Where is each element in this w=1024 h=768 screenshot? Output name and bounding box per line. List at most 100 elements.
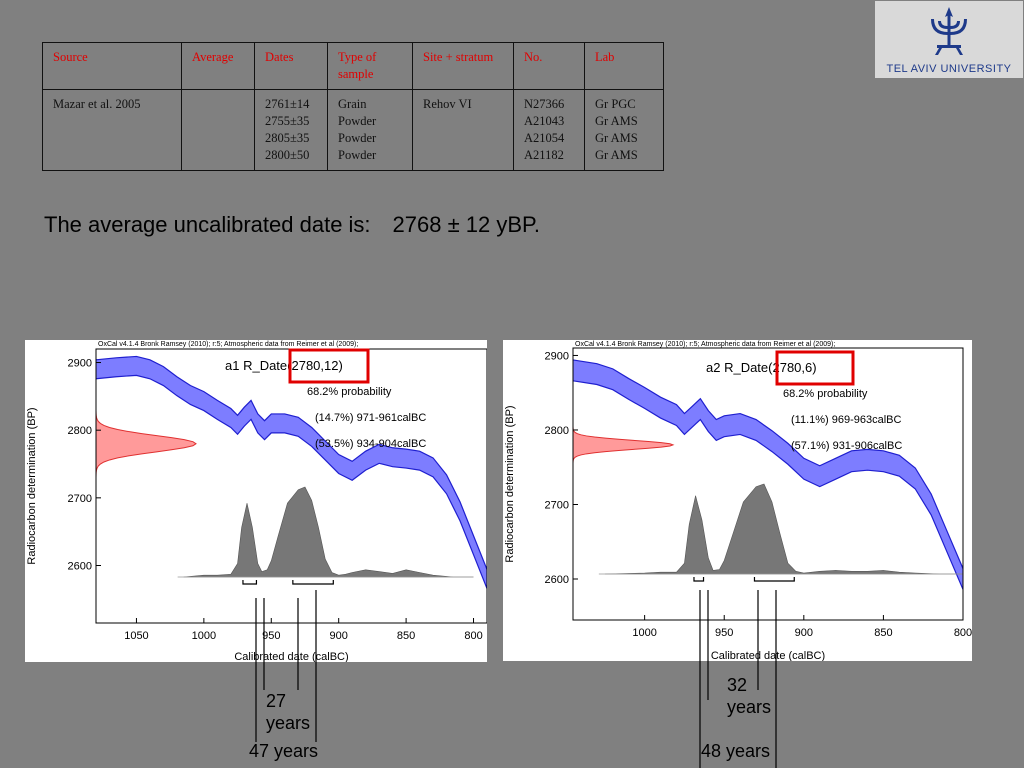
- lab-value: Gr AMS: [595, 148, 638, 162]
- calibration-chart-a2: 1000 950 900 850 800 2600 2700 2800 2900 Calibrat…: [503, 340, 972, 662]
- x-tick-label: 800: [954, 627, 972, 639]
- y-tick-label: 2700: [545, 499, 569, 511]
- radiocarbon-distribution: [96, 410, 197, 477]
- y-tick-label: 2600: [545, 574, 569, 586]
- menorah-emblem-icon: [931, 7, 967, 55]
- calibrated-distribution: [604, 483, 963, 575]
- x-tick-label: 850: [397, 630, 415, 642]
- y-tick-label: 2900: [68, 358, 92, 370]
- cell-numbers: N27366 A21043 A21054 A21182: [513, 89, 585, 171]
- chart-title-highlight: (2780,6): [768, 360, 816, 375]
- radiocarbon-distribution: [573, 426, 675, 464]
- cell-labs: Gr PGC Gr AMS Gr AMS Gr AMS: [584, 89, 664, 171]
- x-axis-label: Calibrated date (calBC): [234, 651, 348, 662]
- x-tick-label: 1000: [632, 627, 656, 639]
- header-lab: Lab: [584, 42, 664, 90]
- number-value: A21054: [524, 131, 565, 145]
- lab-value: Gr AMS: [595, 114, 638, 128]
- range-bracket: [242, 580, 258, 585]
- type-value: Powder: [338, 131, 377, 145]
- lab-value: Gr PGC: [595, 97, 636, 111]
- cell-source: Mazar et al. 2005: [42, 89, 182, 171]
- average-label: The average uncalibrated date is:: [44, 212, 371, 237]
- lab-value: Gr AMS: [595, 131, 638, 145]
- x-tick-label: 1000: [192, 630, 216, 642]
- range-bracket: [292, 580, 334, 585]
- chart-credit: OxCal v4.1.4 Bronk Ramsey (2010); r:5; A…: [98, 341, 358, 348]
- tau-logo: TEL AVIV UNIVERSITY: [875, 1, 1023, 78]
- calibration-band: [573, 359, 963, 590]
- cell-types: Grain Powder Powder Powder: [327, 89, 413, 171]
- chart-title-prefix: a1 R_Date: [225, 358, 287, 373]
- x-tick-label: 900: [795, 627, 813, 639]
- highlight-box: [288, 348, 370, 384]
- y-tick-label: 2800: [545, 425, 569, 437]
- highlight-box: [775, 350, 855, 386]
- chart-title: a1 R_Date(2780,12): [225, 358, 343, 373]
- plot-frame: [95, 348, 488, 624]
- calibration-chart-a1: 1050 1000 950 900 850 800 2600 2700 2800 2900 Cali…: [25, 340, 488, 663]
- calibration-band-lower-line: [96, 374, 487, 589]
- x-tick-label: 850: [874, 627, 892, 639]
- cell-average: [181, 89, 255, 171]
- number-value: A21182: [524, 148, 564, 162]
- probability-label: 68.2% probability: [783, 388, 868, 400]
- chart-title: a2 R_Date(2780,6): [706, 360, 817, 375]
- number-value: N27366: [524, 97, 565, 111]
- chart-svg: 1000 950 900 850 800 2600 2700 2800 2900 Calibrat…: [504, 341, 972, 662]
- calibration-band-lower-line: [573, 380, 963, 590]
- chart-title-prefix: a2 R_Date: [706, 360, 768, 375]
- x-tick-label: 1050: [124, 630, 148, 642]
- chart-title-highlight: (2780,12): [287, 358, 343, 373]
- range-label: (14.7%) 971-961calBC: [315, 412, 426, 424]
- y-axis-label: Radiocarbon determination (BP): [504, 405, 516, 562]
- average-value: 2768 ± 12 yBP.: [392, 212, 540, 237]
- header-type: Type of sample: [327, 42, 413, 90]
- range-bracket: [753, 577, 795, 582]
- annotation-right-inner: 32 years: [727, 675, 772, 717]
- header-source: Source: [42, 42, 182, 90]
- average-summary: The average uncalibrated date is: 2768 ± …: [44, 212, 540, 238]
- annotation-left-inner: 27 years: [266, 691, 311, 733]
- range-label: (11.1%) 969-963calBC: [791, 414, 902, 426]
- annotation-right-outer: 48 years: [701, 741, 771, 761]
- table-row: Mazar et al. 2005 2761±14 2755±35 2805±3…: [42, 89, 664, 171]
- range-label: (53.5%) 934-904calBC: [315, 438, 426, 450]
- x-tick-label: 950: [715, 627, 733, 639]
- x-tick-label: 950: [262, 630, 280, 642]
- y-tick-label: 2900: [545, 350, 569, 362]
- date-value: 2761±14: [265, 97, 310, 111]
- logo-text: TEL AVIV UNIVERSITY: [886, 63, 1012, 75]
- type-value: Powder: [338, 114, 377, 128]
- probability-label: 68.2% probability: [307, 386, 392, 398]
- date-value: 2755±35: [265, 114, 310, 128]
- source-table: Source Average Dates Type of sample Site…: [42, 42, 664, 171]
- table-header-row: Source Average Dates Type of sample Site…: [42, 42, 664, 90]
- type-value: Grain: [338, 97, 367, 111]
- x-tick-label: 900: [330, 630, 348, 642]
- chart-svg: 1050 1000 950 900 850 800 2600 2700 2800 2900 Cali…: [26, 341, 488, 663]
- header-number: No.: [513, 42, 585, 90]
- type-value: Powder: [338, 148, 377, 162]
- range-label: (57.1%) 931-906calBC: [791, 440, 902, 452]
- annotation-left-outer: 47 years: [249, 741, 319, 761]
- date-value: 2805±35: [265, 131, 310, 145]
- x-axis-label: Calibrated date (calBC): [711, 650, 825, 661]
- date-value: 2800±50: [265, 148, 310, 162]
- chart-credit: OxCal v4.1.4 Bronk Ramsey (2010); r:5; A…: [575, 341, 835, 348]
- y-tick-label: 2800: [68, 425, 92, 437]
- x-tick-label: 800: [464, 630, 482, 642]
- plot-frame: [572, 347, 964, 621]
- range-bracket: [693, 577, 705, 582]
- y-tick-label: 2700: [68, 493, 92, 505]
- header-average: Average: [181, 42, 255, 90]
- cell-dates: 2761±14 2755±35 2805±35 2800±50: [254, 89, 328, 171]
- calibration-band-upper-line: [96, 355, 487, 570]
- number-value: A21043: [524, 114, 565, 128]
- y-axis-label: Radiocarbon determination (BP): [26, 407, 38, 564]
- header-site: Site + stratum: [412, 42, 514, 90]
- header-dates: Dates: [254, 42, 328, 90]
- calibration-band-upper-line: [573, 359, 963, 569]
- y-tick-label: 2600: [68, 560, 92, 572]
- cell-site: Rehov VI: [412, 89, 514, 171]
